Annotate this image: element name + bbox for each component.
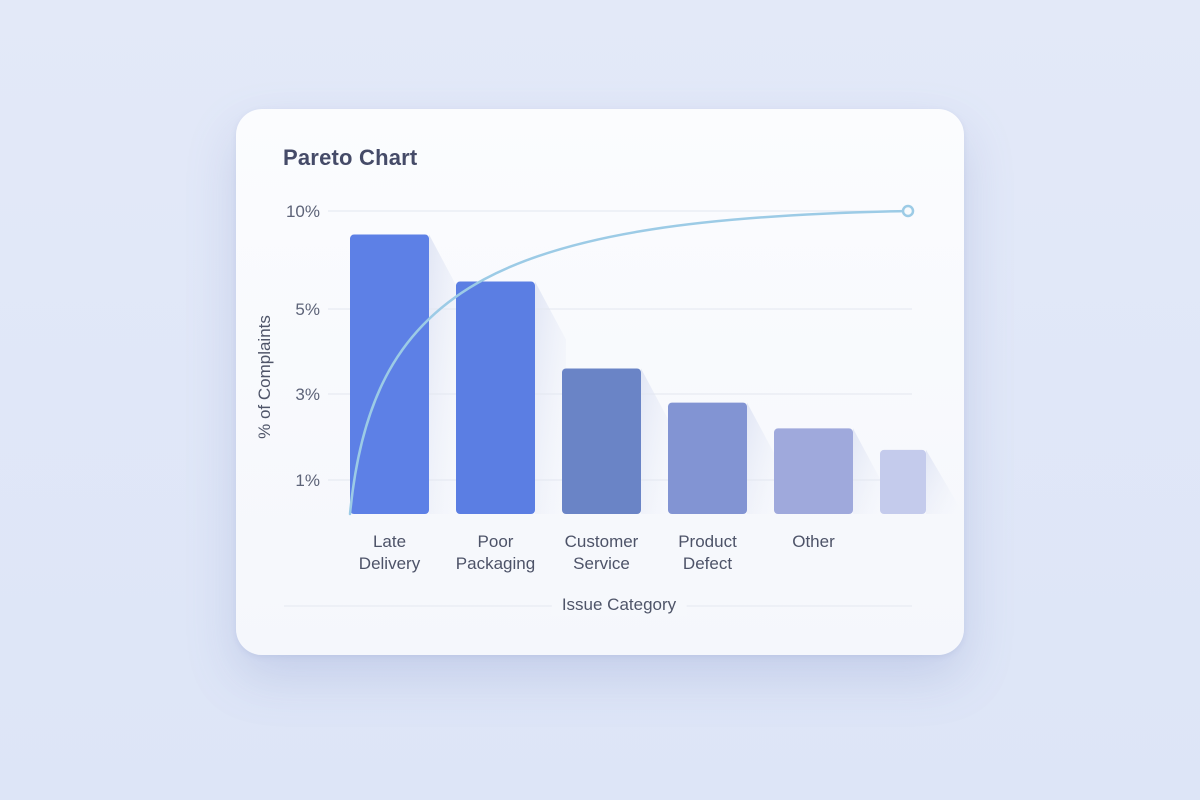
bar-shadow — [926, 449, 960, 514]
line-layer — [348, 204, 915, 516]
x-axis-title: Issue Category — [562, 595, 677, 614]
x-tick-label: Late — [373, 532, 406, 551]
chart-card: Pareto Chart 1% 3% 5% 10% Late Delivery Poor Pa… — [236, 109, 964, 655]
bar-shadow — [853, 428, 884, 514]
bar — [774, 428, 853, 514]
labels-layer: 1% 3% 5% 10% Late Delivery Poor Packaging Custom… — [255, 202, 835, 614]
bar-shadow — [535, 281, 566, 514]
y-axis-title: % of Complaints — [255, 315, 274, 439]
chart-title: Pareto Chart — [283, 145, 418, 170]
y-tick-label: 1% — [295, 471, 320, 490]
bar — [880, 449, 926, 514]
bar — [668, 402, 747, 514]
bar-shadow — [429, 234, 460, 514]
x-tick-label: Defect — [683, 554, 732, 573]
bars-layer — [350, 234, 926, 514]
y-tick-label: 10% — [286, 202, 320, 221]
x-tick-label: Service — [573, 554, 630, 573]
y-tick-label: 5% — [295, 300, 320, 319]
x-tick-label: Product — [678, 532, 737, 551]
bar — [350, 234, 429, 514]
x-tick-label: Customer — [565, 532, 639, 551]
bar — [456, 281, 535, 514]
x-tick-label: Packaging — [456, 554, 535, 573]
x-tick-label: Delivery — [359, 554, 421, 573]
x-tick-label: Poor — [478, 532, 514, 551]
pareto-chart: 1% 3% 5% 10% Late Delivery Poor Packaging Custom… — [255, 202, 960, 616]
cumulative-end-marker — [901, 204, 915, 218]
bar-shadow — [747, 402, 778, 514]
shadow-layer — [429, 234, 960, 514]
cumulative-line — [348, 209, 910, 516]
y-tick-label: 3% — [295, 385, 320, 404]
bar-shadow — [641, 368, 672, 514]
x-axis-title-bg — [551, 593, 687, 616]
x-tick-label: Other — [792, 532, 835, 551]
bar — [562, 368, 641, 514]
